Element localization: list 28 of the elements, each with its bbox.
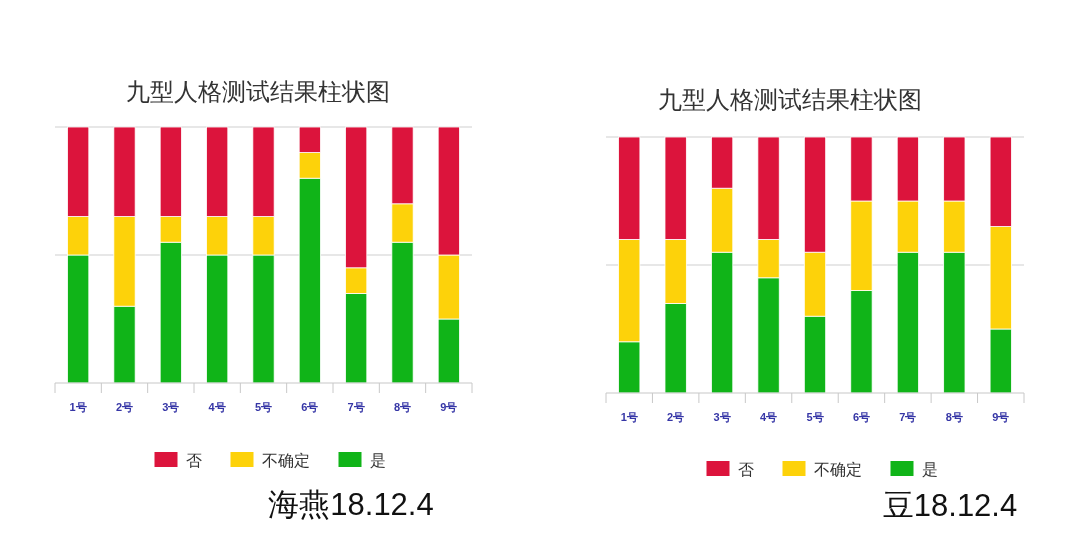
chart-title: 九型人格测试结果柱状图 [126, 78, 390, 105]
text: 海燕18.12.4 [268, 487, 434, 522]
x-tick-label: 3号 [162, 401, 180, 413]
legend-label: 是 [369, 452, 386, 469]
x-tick-label: 7号 [347, 401, 365, 413]
x-tick-label: 2号 [667, 411, 685, 423]
legend-label: 不确定 [261, 452, 310, 469]
x-tick-label: 6号 [301, 401, 319, 413]
x-tick-label: 4号 [759, 411, 778, 423]
legend-label: 不确定 [813, 461, 862, 478]
legend-label: 否 [185, 452, 202, 469]
x-tick-label: 9号 [992, 411, 1010, 423]
x-tick-label: 5号 [806, 411, 824, 423]
x-tick-label: 8号 [945, 411, 963, 423]
x-tick-label: 5号 [254, 401, 273, 413]
x-tick-label: 6号 [852, 411, 871, 423]
x-tick-label: 7号 [899, 411, 917, 423]
x-tick-label: 2号 [115, 401, 134, 413]
x-tick-label: 1号 [620, 411, 638, 423]
text: 豆18.12.4 [882, 488, 1018, 523]
x-tick-label: 4号 [208, 401, 226, 413]
chart-title: 九型人格测试结果柱状图 [658, 86, 922, 113]
legend-label: 否 [737, 461, 754, 478]
x-tick-label: 9号 [440, 401, 458, 413]
x-tick-label: 3号 [713, 411, 731, 423]
x-tick-label: 8号 [393, 401, 412, 413]
x-tick-label: 1号 [69, 401, 87, 413]
legend-label: 是 [921, 461, 938, 478]
